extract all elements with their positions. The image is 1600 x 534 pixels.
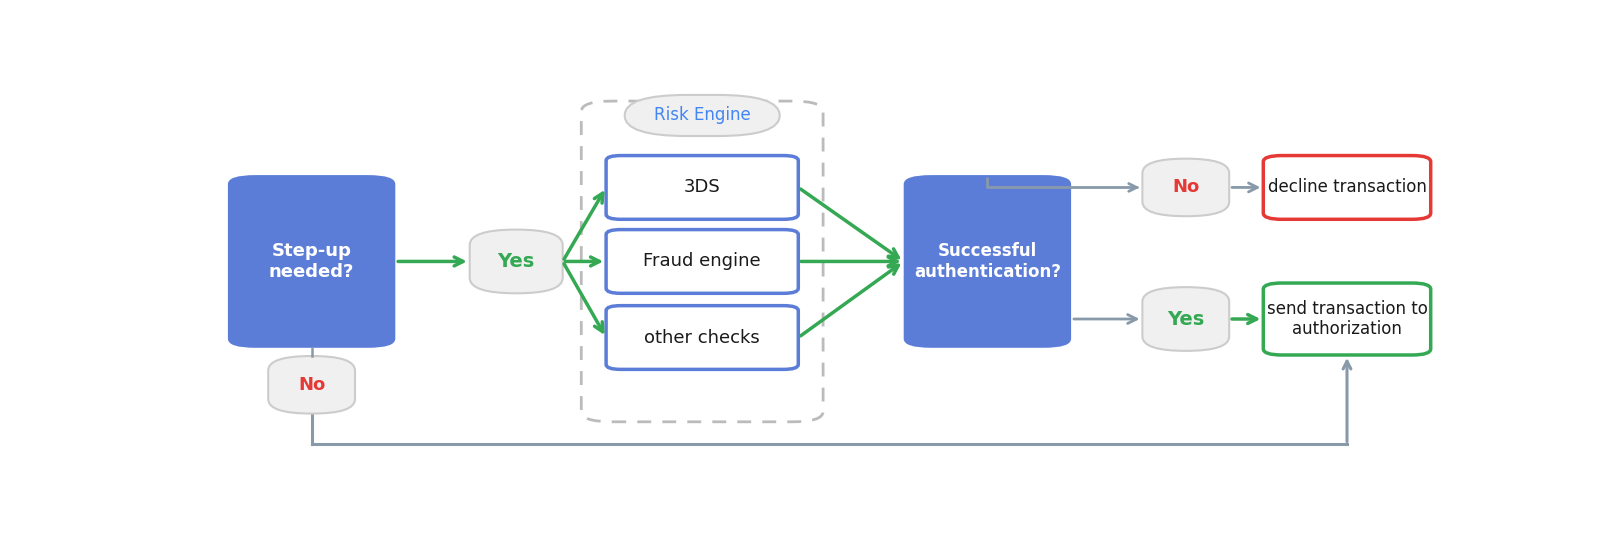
FancyBboxPatch shape <box>904 175 1070 348</box>
FancyBboxPatch shape <box>269 356 355 413</box>
Text: Fraud engine: Fraud engine <box>643 253 762 270</box>
Text: No: No <box>1173 178 1200 197</box>
Text: Yes: Yes <box>1166 310 1205 328</box>
FancyBboxPatch shape <box>470 230 563 293</box>
Text: other checks: other checks <box>645 328 760 347</box>
FancyBboxPatch shape <box>1264 155 1430 219</box>
Text: Successful
authentication?: Successful authentication? <box>914 242 1061 281</box>
FancyBboxPatch shape <box>606 305 798 370</box>
Text: Yes: Yes <box>498 252 534 271</box>
Text: decline transaction: decline transaction <box>1267 178 1427 197</box>
FancyBboxPatch shape <box>1142 159 1229 216</box>
Text: No: No <box>298 376 325 394</box>
FancyBboxPatch shape <box>606 155 798 219</box>
FancyBboxPatch shape <box>1142 287 1229 351</box>
Text: send transaction to
authorization: send transaction to authorization <box>1267 300 1427 339</box>
FancyBboxPatch shape <box>1264 283 1430 355</box>
FancyBboxPatch shape <box>606 230 798 293</box>
Text: Step-up
needed?: Step-up needed? <box>269 242 354 281</box>
Text: Risk Engine: Risk Engine <box>654 106 750 124</box>
Text: 3DS: 3DS <box>683 178 720 197</box>
FancyBboxPatch shape <box>227 175 395 348</box>
FancyBboxPatch shape <box>624 95 779 136</box>
